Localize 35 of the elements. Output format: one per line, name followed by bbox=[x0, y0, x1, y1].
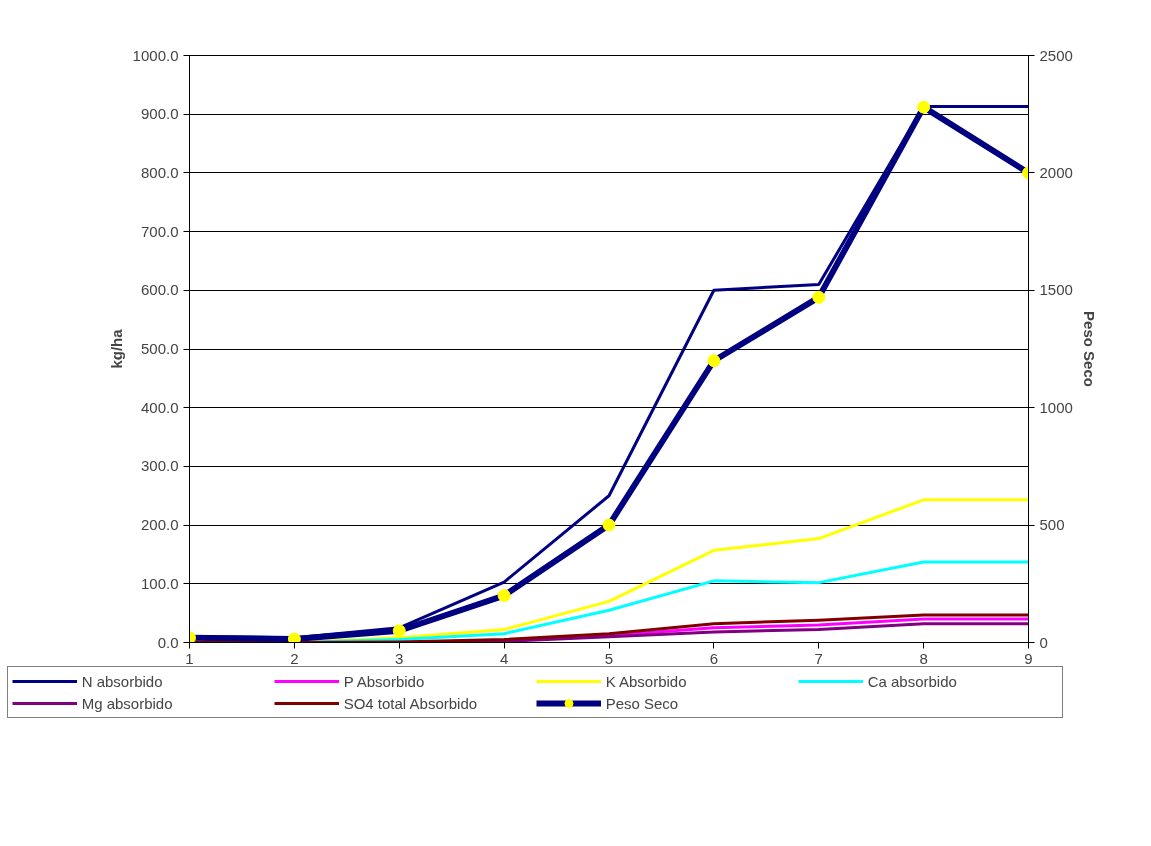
y-tick-label: 300.0 bbox=[140, 457, 179, 475]
legend-label: Peso Seco bbox=[605, 694, 680, 712]
x-tick-label: 4 bbox=[499, 649, 509, 667]
y-tick-label: 600.0 bbox=[140, 281, 179, 299]
x-tick-label: 9 bbox=[1024, 649, 1033, 667]
y-tick-label: 100.0 bbox=[140, 574, 179, 592]
y-axis-title: kg/ha bbox=[107, 328, 125, 369]
legend-label: SO4 total Absorbido bbox=[343, 694, 479, 712]
x-tick-label: 3 bbox=[395, 649, 404, 667]
y-tick-label: 1000.0 bbox=[132, 46, 179, 64]
legend-label: P Absorbido bbox=[343, 672, 426, 690]
y-tick-label: 800.0 bbox=[140, 163, 179, 181]
x-tick-label: 7 bbox=[814, 649, 823, 667]
y2-tick-label: 2000 bbox=[1039, 163, 1073, 181]
y2-tick-label: 0 bbox=[1039, 633, 1048, 651]
y-tick-label: 0.0 bbox=[157, 633, 179, 651]
y2-tick-label: 500 bbox=[1039, 516, 1065, 534]
y-tick-label: 200.0 bbox=[140, 516, 179, 534]
x-tick-label: 6 bbox=[709, 649, 719, 667]
legend-label: Ca absorbido bbox=[867, 672, 958, 690]
legend-label: N absorbido bbox=[81, 672, 164, 690]
y2-tick-label: 1500 bbox=[1039, 281, 1073, 299]
y-tick-label: 400.0 bbox=[140, 398, 179, 416]
y2-tick-label: 2500 bbox=[1039, 46, 1073, 64]
y-tick-label: 700.0 bbox=[140, 222, 179, 240]
y2-tick-label: 1000 bbox=[1039, 398, 1073, 416]
legend-label: K Absorbido bbox=[605, 672, 688, 690]
x-tick-label: 8 bbox=[919, 649, 928, 667]
y-tick-label: 500.0 bbox=[140, 340, 179, 357]
x-tick-label: 5 bbox=[604, 649, 614, 667]
x-tick-label: 2 bbox=[290, 649, 299, 667]
y-tick-label: 900.0 bbox=[140, 105, 179, 123]
legend-label: Mg absorbido bbox=[81, 694, 174, 712]
y2-axis-title: Peso Seco bbox=[1080, 311, 1098, 387]
x-tick-label: 1 bbox=[185, 649, 194, 667]
